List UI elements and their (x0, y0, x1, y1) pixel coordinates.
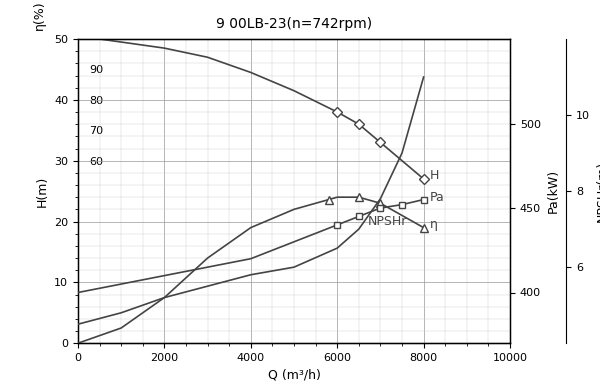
Y-axis label: Pa(kW): Pa(kW) (547, 169, 559, 213)
Text: Pa: Pa (430, 191, 445, 204)
Text: H: H (430, 169, 439, 183)
Text: η: η (430, 218, 438, 231)
Title: 9 00LB-23(n=742rpm): 9 00LB-23(n=742rpm) (216, 17, 372, 31)
Y-axis label: NPSHr(m): NPSHr(m) (595, 160, 600, 222)
X-axis label: Q (m³/h): Q (m³/h) (268, 369, 320, 381)
Text: NPSHr: NPSHr (367, 215, 407, 228)
Y-axis label: H(m): H(m) (35, 176, 49, 207)
Text: η(%): η(%) (32, 0, 46, 30)
